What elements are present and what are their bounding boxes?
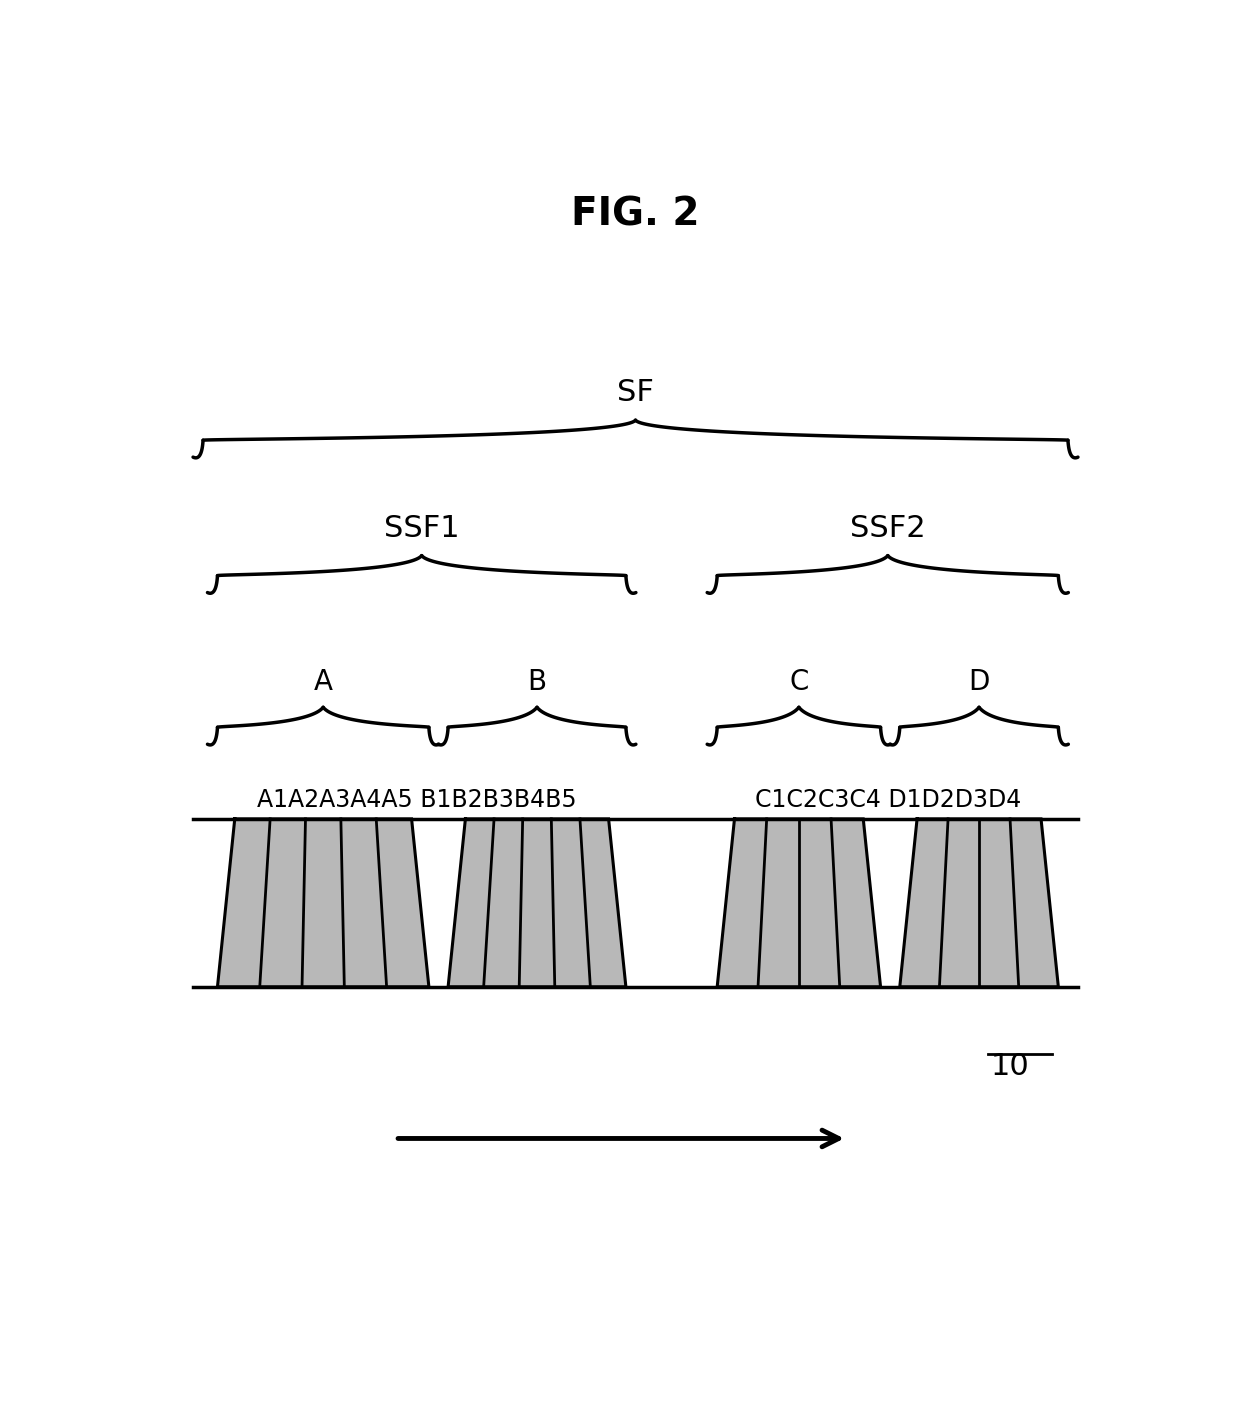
Text: D: D — [968, 668, 990, 696]
Polygon shape — [900, 819, 1058, 986]
Text: 10: 10 — [991, 1052, 1030, 1081]
Polygon shape — [217, 819, 429, 986]
Text: A: A — [314, 668, 332, 696]
Polygon shape — [717, 819, 880, 986]
Text: B: B — [527, 668, 547, 696]
Text: SSF2: SSF2 — [849, 514, 925, 543]
Text: SF: SF — [618, 378, 653, 407]
Text: C: C — [789, 668, 808, 696]
Text: C1C2C3C4 D1D2D3D4: C1C2C3C4 D1D2D3D4 — [755, 788, 1021, 812]
Text: SSF1: SSF1 — [384, 514, 460, 543]
Text: A1A2A3A4A5 B1B2B3B4B5: A1A2A3A4A5 B1B2B3B4B5 — [257, 788, 577, 812]
Text: FIG. 2: FIG. 2 — [572, 196, 699, 234]
Polygon shape — [448, 819, 626, 986]
